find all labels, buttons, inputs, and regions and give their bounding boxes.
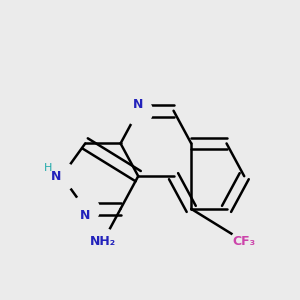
Text: N: N (80, 209, 90, 222)
Text: NH₂: NH₂ (90, 235, 116, 248)
Text: N: N (51, 170, 62, 183)
Text: H: H (44, 163, 52, 173)
Text: CF₃: CF₃ (233, 235, 256, 248)
Text: N: N (133, 98, 143, 111)
